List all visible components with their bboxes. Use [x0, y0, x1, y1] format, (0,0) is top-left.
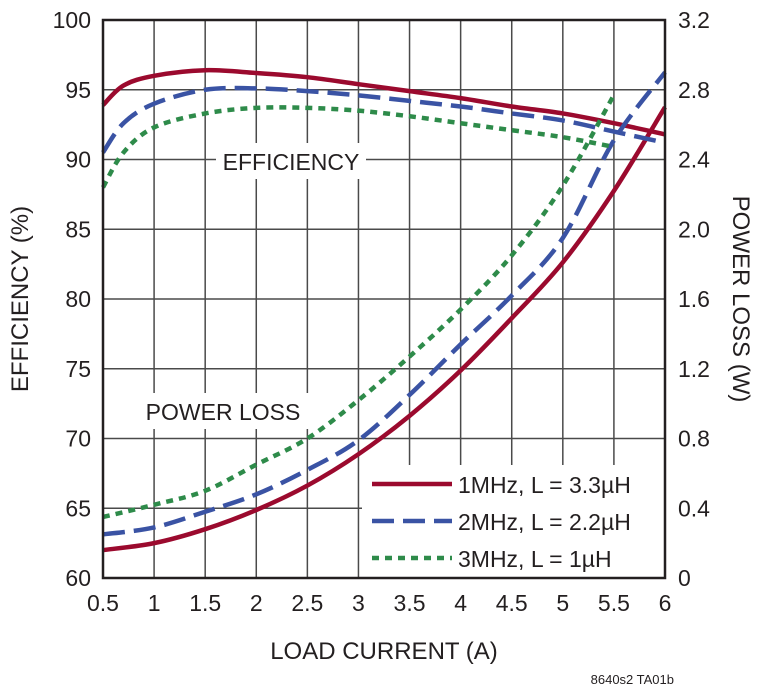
y-tick-label: 60 [65, 565, 91, 591]
x-tick-label: 0.5 [87, 590, 119, 616]
x-tick-label: 3 [352, 590, 365, 616]
x-tick-label: 6 [659, 590, 672, 616]
y2-tick-label: 0 [678, 565, 691, 591]
x-tick-label: 1.5 [189, 590, 221, 616]
x-tick-label: 1 [148, 590, 161, 616]
x-tick-label: 3.5 [394, 590, 426, 616]
y2-tick-label: 0.4 [678, 495, 710, 521]
efficiency-annotation: EFFICIENCY [223, 149, 360, 175]
legend-label-2: 2MHz, L = 2.2µH [458, 509, 631, 535]
x-tick-label: 4 [454, 590, 467, 616]
legend-label-3: 3MHz, L = 1µH [458, 546, 612, 572]
efficiency-curve-1 [101, 67, 666, 137]
y2-tick-label: 1.2 [678, 356, 710, 382]
x-tick-label: 5.5 [598, 590, 630, 616]
power-loss-curve-1 [102, 106, 667, 553]
tick-labels: 0.5 1 1.5 2 2.5 3 3.5 4 4.5 5 5.5 6 60 65 70 75 80 85 90 95… [53, 7, 711, 616]
power-loss-label-bg [134, 393, 314, 429]
y2-tick-label: 0.8 [678, 426, 710, 452]
y-tick-label: 85 [65, 216, 91, 242]
power-loss-curve-2 [102, 70, 667, 537]
y2-tick-label: 1.6 [678, 286, 710, 312]
y2-tick-label: 2.8 [678, 77, 710, 103]
footnote: 8640s2 TA01b [591, 672, 674, 687]
efficiency-curve-3 [101, 105, 615, 189]
y-tick-label: 100 [53, 7, 91, 33]
curves [101, 67, 667, 553]
plot-frame [101, 18, 667, 580]
x-axis-title: LOAD CURRENT (A) [270, 638, 498, 665]
legend-label-1: 1MHz, L = 3.3µH [458, 472, 631, 498]
power-loss-annotation: POWER LOSS [146, 399, 301, 425]
legend: 1MHz, L = 3.3µH 2MHz, L = 2.2µH 3MHz, L = … [362, 465, 664, 577]
y2-tick-label: 2.4 [678, 147, 710, 173]
y2-tick-label: 2.0 [678, 216, 710, 242]
x-tick-label: 2.5 [291, 590, 323, 616]
x-tick-label: 5 [556, 590, 569, 616]
y2-tick-label: 3.2 [678, 7, 710, 33]
efficiency-curve-2 [101, 85, 666, 154]
y-tick-label: 70 [65, 426, 91, 452]
x-tick-label: 2 [250, 590, 263, 616]
y-axis-title: EFFICIENCY (%) [7, 206, 34, 392]
efficiency-label-bg [216, 143, 366, 179]
y-tick-label: 95 [65, 77, 91, 103]
y-tick-label: 80 [65, 286, 91, 312]
y2-axis-title: POWER LOSS (W) [727, 196, 754, 403]
y-tick-label: 90 [65, 147, 91, 173]
x-tick-label: 4.5 [496, 590, 528, 616]
y-tick-label: 75 [65, 356, 91, 382]
y-tick-label: 65 [65, 495, 91, 521]
